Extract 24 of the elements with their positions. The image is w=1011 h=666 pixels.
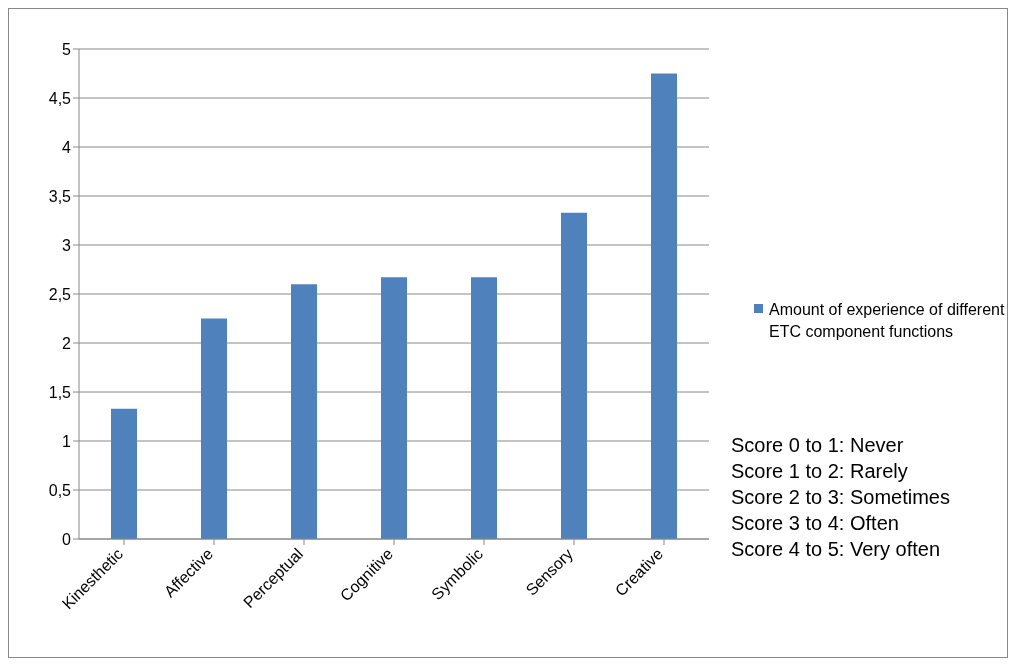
bar bbox=[291, 284, 317, 539]
legend-label: Amount of experience of different ETC component functions bbox=[769, 300, 1006, 342]
y-tick-label: 1,5 bbox=[48, 383, 72, 401]
bar bbox=[561, 212, 587, 539]
y-tick-label: 1 bbox=[62, 432, 72, 450]
text: Score 2 to 3: Sometimes bbox=[731, 485, 950, 510]
bar bbox=[201, 318, 227, 539]
y-tick-label: 0,5 bbox=[48, 481, 72, 499]
y-tick-label: 2 bbox=[62, 334, 72, 352]
y-tick-label: 4,5 bbox=[48, 89, 72, 107]
text: Score 0 to 1: Never bbox=[731, 433, 905, 458]
y-tick-label: 2,5 bbox=[48, 285, 72, 303]
y-tick-label: 0 bbox=[62, 530, 72, 548]
bar bbox=[111, 408, 137, 539]
y-tick-label: 3 bbox=[62, 236, 72, 254]
y-tick-label: 5 bbox=[62, 40, 72, 58]
y-tick-label: 3,5 bbox=[48, 187, 72, 205]
text: Score 1 to 2: Rarely bbox=[731, 459, 909, 484]
y-tick-label: 4 bbox=[62, 138, 72, 156]
bar bbox=[381, 277, 407, 539]
bar bbox=[471, 277, 497, 539]
bar bbox=[651, 73, 677, 539]
text: Score 4 to 5: Very often bbox=[731, 537, 941, 562]
text: Score 3 to 4: Often bbox=[731, 511, 900, 536]
